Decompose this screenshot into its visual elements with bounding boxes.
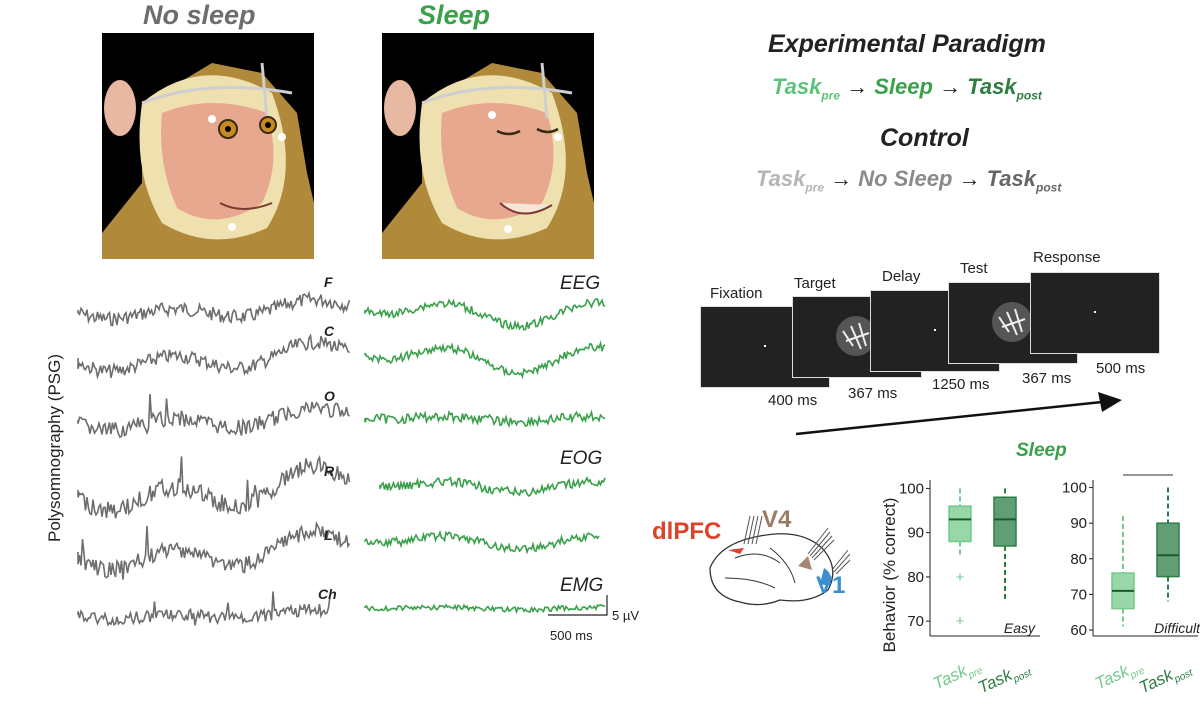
channel-label-l: L xyxy=(324,527,333,543)
control-flow: Taskpre → No Sleep → Taskpost xyxy=(756,166,1061,194)
easy-box-post xyxy=(993,496,1017,547)
trace-eog-2 xyxy=(379,476,606,497)
sleep-traces xyxy=(364,298,606,615)
flow-task-post: Taskpost xyxy=(967,74,1042,103)
paradigm-title: Experimental Paradigm xyxy=(768,30,1046,58)
duration-delay: 1250 ms xyxy=(932,376,990,393)
sleep-title: Sleep xyxy=(418,0,491,30)
psg-ylabel: Polysomnography (PSG) xyxy=(45,353,64,543)
difficult-ytick-label-70: 70 xyxy=(1070,586,1087,603)
flow-sleep: Sleep xyxy=(874,74,933,99)
control-task-post: Taskpost xyxy=(986,166,1062,195)
frame-label-target: Target xyxy=(794,275,836,292)
duration-target: 367 ms xyxy=(848,385,898,402)
channel-label-ch: Ch xyxy=(318,586,337,602)
scale-x-label: 500 ms xyxy=(550,628,593,643)
channel-label-eeg: EEG xyxy=(560,273,601,294)
easy-box-pre-outlier-0: + xyxy=(956,569,965,586)
trace-ch xyxy=(77,591,331,627)
frame-response xyxy=(1030,272,1160,354)
scale-y-label: 5 µV xyxy=(612,608,640,623)
control-arrow-2: → xyxy=(958,166,981,191)
control-arrow-1: → xyxy=(830,166,853,191)
no-sleep-title: No sleep xyxy=(143,0,256,30)
channel-label-f: F xyxy=(324,274,333,290)
trace-r xyxy=(77,454,351,519)
easy-ytick-label-100: 100 xyxy=(899,480,924,497)
flow-arrow-2: → xyxy=(939,74,962,99)
frame-label-response: Response xyxy=(1033,249,1101,266)
response-dot xyxy=(1094,311,1096,313)
easy-label: Easy xyxy=(1004,620,1036,636)
difficult-ytick-label-100: 100 xyxy=(1062,480,1087,497)
frame-label-delay: Delay xyxy=(882,268,921,285)
target-stimulus xyxy=(836,316,876,356)
trace-l xyxy=(77,520,351,580)
psg-traces xyxy=(77,290,608,627)
trace-eog-1 xyxy=(364,409,606,429)
easy-box-pre-outlier-1: + xyxy=(956,613,965,630)
channel-label-emg: EMG xyxy=(560,575,604,596)
control-no-sleep: No Sleep xyxy=(858,166,953,191)
difficult-yticks: 100 90 80 70 60 xyxy=(1062,480,1093,639)
trace-emg-2 xyxy=(364,603,606,615)
label-v1: V1 xyxy=(816,572,846,599)
test-stimulus xyxy=(992,302,1032,342)
easy-ytick-label-70: 70 xyxy=(907,613,924,630)
difficult-box-post xyxy=(1156,522,1180,578)
trace-o xyxy=(77,393,351,439)
trace-eeg-2 xyxy=(364,340,606,380)
trace-c xyxy=(77,333,350,380)
flow-arrow-1: → xyxy=(846,74,869,99)
trace-emg-1 xyxy=(364,529,600,555)
channel-label-c: C xyxy=(324,323,335,339)
fixation-dot xyxy=(764,345,766,347)
duration-fixation: 400 ms xyxy=(768,392,818,409)
scale-bar xyxy=(548,595,608,616)
duration-test: 367 ms xyxy=(1022,370,1072,387)
brain-schematic xyxy=(709,515,850,606)
difficult-ytick-label-90: 90 xyxy=(1070,515,1087,532)
paradigm-flow: Taskpre → Sleep → Taskpost xyxy=(772,74,1042,102)
trace-eeg-1 xyxy=(364,298,606,331)
easy-box-pre xyxy=(948,505,972,543)
label-v4: V4 xyxy=(762,506,792,533)
easy-ytick-label-80: 80 xyxy=(907,569,924,586)
channel-label-eog: EOG xyxy=(560,448,603,469)
significance-star: * xyxy=(1145,470,1151,475)
control-title: Control xyxy=(880,124,969,152)
box-marks: ++ xyxy=(948,487,1180,630)
easy-yticks: 100 90 80 70 xyxy=(899,480,930,630)
easy-ytick-label-90: 90 xyxy=(907,525,924,542)
label-dlpfc: dlPFC xyxy=(652,518,722,545)
behavior-title: Sleep xyxy=(1016,440,1067,461)
monkey-sleeping-illustration xyxy=(382,33,594,259)
frame-label-test: Test xyxy=(960,260,988,277)
difficult-ytick-label-60: 60 xyxy=(1070,622,1087,639)
delay-dot xyxy=(934,329,936,331)
difficult-label: Difficult xyxy=(1154,620,1200,636)
flow-task-pre: Taskpre xyxy=(772,74,841,103)
difficult-ytick-label-80: 80 xyxy=(1070,551,1087,568)
no-sleep-traces xyxy=(77,290,351,627)
task-sequence: Fixation Target Delay Test Response 400 … xyxy=(700,249,1170,409)
channel-label-r: R xyxy=(324,463,335,479)
frame-label-fixation: Fixation xyxy=(710,285,763,302)
duration-response: 500 ms xyxy=(1096,360,1146,377)
control-task-pre: Taskpre xyxy=(756,166,825,195)
monkey-awake-illustration xyxy=(102,33,314,259)
channel-label-o: O xyxy=(324,388,335,404)
time-arrow xyxy=(795,392,1122,436)
trace-f xyxy=(77,290,351,327)
